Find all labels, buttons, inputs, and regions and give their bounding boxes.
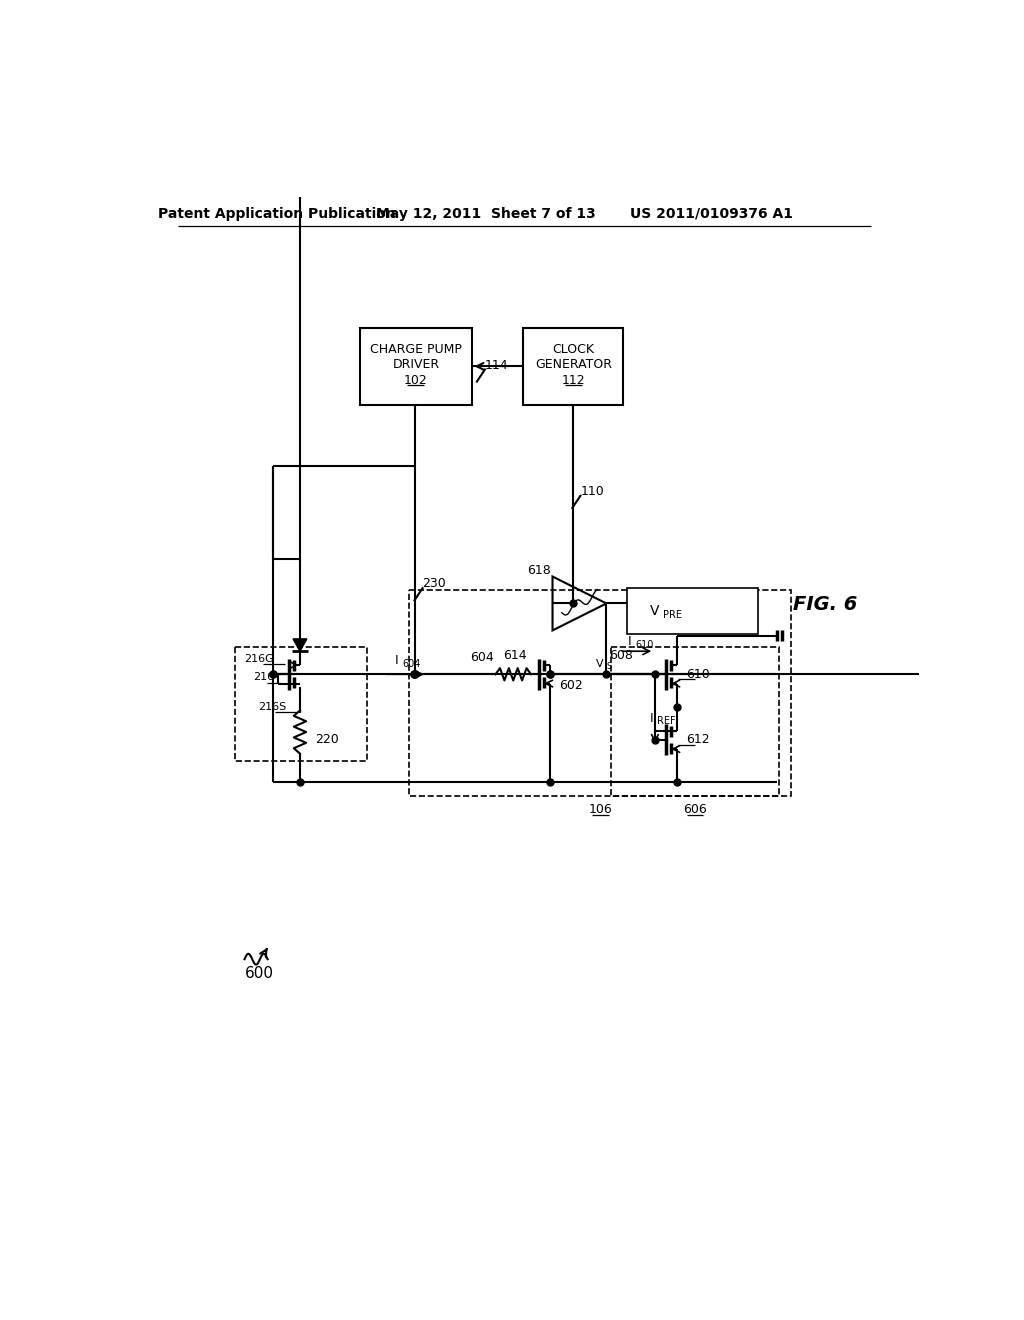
Text: I: I [394, 653, 398, 667]
Text: May 12, 2011  Sheet 7 of 13: May 12, 2011 Sheet 7 of 13 [377, 207, 596, 220]
Text: 608: 608 [609, 649, 634, 663]
Text: CLOCK: CLOCK [552, 343, 594, 356]
Text: 110: 110 [581, 484, 604, 498]
Text: 610: 610 [636, 640, 654, 649]
Text: 606: 606 [683, 804, 707, 816]
Text: S: S [606, 663, 611, 671]
Text: REF: REF [657, 717, 676, 726]
Text: 112: 112 [561, 374, 585, 387]
Text: 220: 220 [315, 733, 339, 746]
Text: I: I [649, 711, 653, 725]
Text: 614: 614 [503, 649, 526, 663]
Text: 216: 216 [253, 672, 273, 682]
Text: 114: 114 [484, 359, 508, 372]
Text: 106: 106 [589, 804, 612, 816]
Text: 230: 230 [422, 577, 446, 590]
Text: 216S: 216S [258, 702, 286, 711]
Bar [523, 327, 624, 405]
Text: US 2011/0109376 A1: US 2011/0109376 A1 [631, 207, 794, 220]
Text: GENERATOR: GENERATOR [535, 358, 611, 371]
Text: V: V [596, 659, 603, 668]
Text: 604: 604 [470, 651, 494, 664]
Text: I: I [628, 635, 632, 648]
Text: DRIVER: DRIVER [392, 358, 439, 371]
Text: 612: 612 [686, 733, 710, 746]
Bar [628, 589, 758, 635]
Text: 216G: 216G [244, 653, 273, 664]
Text: 610: 610 [686, 668, 711, 681]
Polygon shape [293, 639, 307, 651]
Text: V: V [649, 605, 658, 618]
Text: Patent Application Publication: Patent Application Publication [158, 207, 395, 220]
Bar [410, 590, 792, 796]
Bar [611, 647, 779, 796]
Text: 102: 102 [404, 374, 428, 387]
Text: CHARGE PUMP: CHARGE PUMP [370, 343, 462, 356]
Text: 600: 600 [245, 965, 273, 981]
Text: PRE: PRE [664, 610, 682, 620]
Text: FIG. 6: FIG. 6 [793, 595, 857, 615]
Bar [360, 327, 472, 405]
Text: 602: 602 [559, 678, 584, 692]
Bar [234, 647, 367, 762]
Text: 604: 604 [402, 659, 421, 668]
Text: 618: 618 [526, 564, 551, 577]
